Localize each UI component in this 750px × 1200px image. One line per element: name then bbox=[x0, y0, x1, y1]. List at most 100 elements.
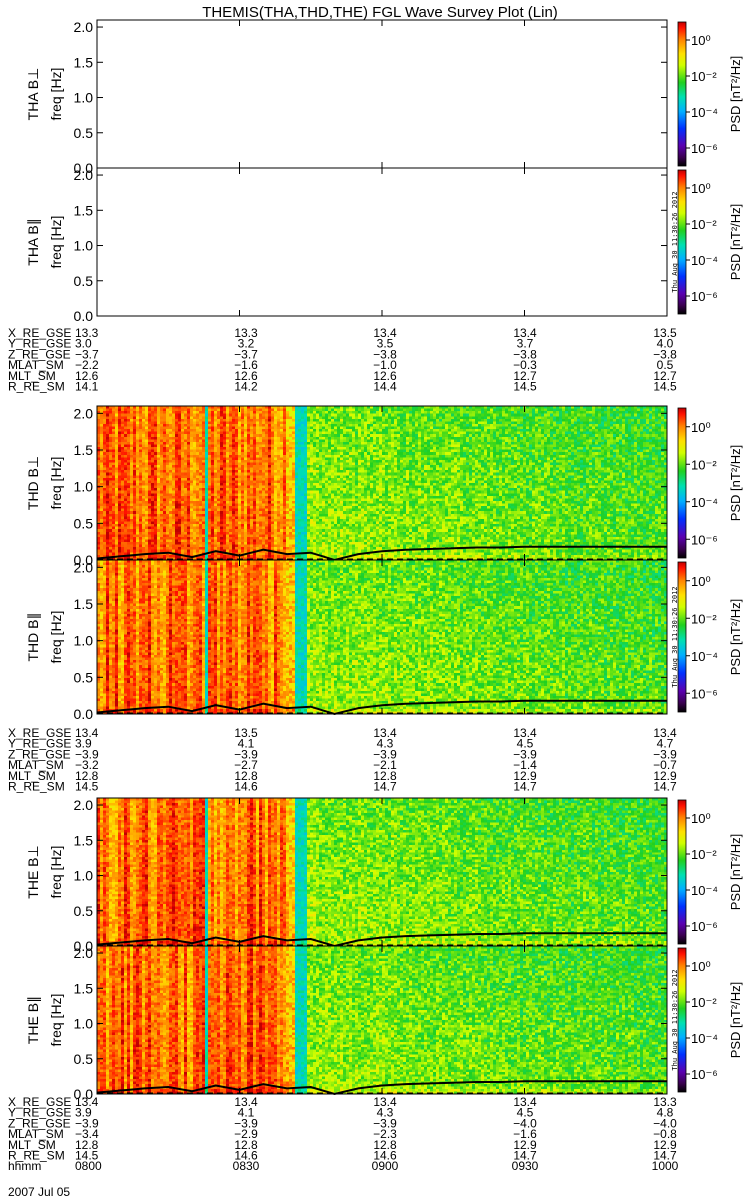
ephemeris-value: 3.0 bbox=[75, 337, 92, 351]
ephemeris-value: −0.7 bbox=[653, 758, 677, 772]
ephemeris-value: −2.3 bbox=[373, 1127, 397, 1141]
ephemeris-value: −4.0 bbox=[513, 1116, 537, 1130]
ephemeris-value: 12.9 bbox=[513, 1138, 537, 1152]
colorbar bbox=[677, 947, 687, 1093]
ephemeris-value: 14.6 bbox=[373, 1149, 397, 1163]
ephemeris-value: 14.4 bbox=[373, 380, 397, 394]
y-tick-label: 0.0 bbox=[74, 308, 94, 324]
ephemeris-value: −3.9 bbox=[513, 747, 537, 761]
colorbar-tick-label: 10⁻² bbox=[691, 69, 717, 84]
colorbar-tick-label: 10⁻⁶ bbox=[691, 532, 718, 547]
y-tick-label: 0.0 bbox=[74, 552, 94, 568]
colorbar-tick-label: 10⁰ bbox=[691, 33, 711, 48]
ephemeris-value: −2.1 bbox=[373, 758, 397, 772]
ephemeris-value: 13.4 bbox=[373, 726, 397, 740]
ephemeris-row-label: Z_RE_GSE bbox=[8, 347, 71, 361]
ephemeris-value: 3.5 bbox=[377, 337, 394, 351]
spectrogram-image bbox=[97, 560, 667, 714]
colorbar-tick-label: 10⁻² bbox=[691, 611, 717, 626]
ephemeris-value: 13.3 bbox=[75, 326, 99, 340]
colorbar-tick-label: 10⁰ bbox=[691, 959, 711, 974]
y-tick-label: 1.5 bbox=[74, 596, 94, 612]
ephemeris-row-label: Y_RE_GSE bbox=[8, 737, 71, 751]
ephemeris-row-label: X_RE_GSE bbox=[8, 726, 71, 740]
ephemeris-value: −3.9 bbox=[234, 1116, 258, 1130]
y-tick-label: 2.0 bbox=[74, 405, 94, 421]
date-label: 2007 Jul 05 bbox=[8, 1185, 70, 1199]
gyrofrequency-line bbox=[96, 1080, 667, 1096]
y-tick-label: 2.0 bbox=[74, 559, 94, 575]
y-axis-label: freq [Hz] bbox=[48, 846, 64, 899]
ephemeris-value: 4.3 bbox=[377, 1106, 394, 1120]
ephemeris-row-label: MLT_SM bbox=[8, 1138, 56, 1152]
gyrofrequency-line bbox=[96, 699, 667, 716]
panel-probe-label: THA B∥ bbox=[25, 218, 41, 265]
ephemeris-value: 14.7 bbox=[373, 780, 397, 794]
ephemeris-value: −1.6 bbox=[513, 1127, 537, 1141]
y-tick-label: 0.0 bbox=[74, 1086, 94, 1102]
y-tick-label: 2.0 bbox=[74, 797, 94, 813]
ephemeris-value: 4.5 bbox=[517, 1106, 534, 1120]
ephemeris-value: 1000 bbox=[652, 1159, 679, 1173]
ephemeris-value: 13.5 bbox=[234, 726, 258, 740]
colorbar-tick-label: 10⁻⁶ bbox=[691, 289, 718, 304]
ephemeris-value: 14.7 bbox=[653, 780, 677, 794]
ephemeris-value: −3.9 bbox=[653, 747, 677, 761]
y-tick-label: 0.5 bbox=[74, 669, 94, 685]
ephemeris-value: 12.8 bbox=[75, 1138, 99, 1152]
gyrofrequency-line bbox=[96, 932, 667, 948]
y-tick-label: 1.0 bbox=[74, 90, 94, 106]
ephemeris-value: 12.9 bbox=[513, 769, 537, 783]
ephemeris-value: 12.8 bbox=[234, 1138, 258, 1152]
y-tick-label: 0.5 bbox=[74, 515, 94, 531]
ephemeris-value: 14.5 bbox=[75, 780, 99, 794]
colorbar-tick-label: 10⁻⁴ bbox=[691, 1031, 718, 1046]
ephemeris-value: 0930 bbox=[512, 1159, 539, 1173]
colorbar-tick-label: 10⁻⁴ bbox=[691, 495, 718, 510]
ephemeris-value: 13.5 bbox=[653, 326, 677, 340]
colorbar-tick-label: 10⁻² bbox=[691, 217, 717, 232]
y-tick-label: 2.0 bbox=[74, 945, 94, 961]
ephemeris-value: 3.7 bbox=[517, 337, 534, 351]
ephemeris-value: 13.4 bbox=[513, 326, 537, 340]
ephemeris-value: 14.5 bbox=[75, 1149, 99, 1163]
ephemeris-row-label: Z_RE_GSE bbox=[8, 747, 71, 761]
colorbar-tick-label: 10⁻⁶ bbox=[691, 686, 718, 701]
ephemeris-value: 13.4 bbox=[653, 726, 677, 740]
ephemeris-value: 0830 bbox=[233, 1159, 260, 1173]
plot-timestamp: Thu Aug 30 11:30:26 2012 bbox=[671, 191, 679, 292]
y-tick-label: 1.5 bbox=[74, 832, 94, 848]
ephemeris-value: −3.9 bbox=[373, 1116, 397, 1130]
ephemeris-value: −1.4 bbox=[513, 758, 537, 772]
gyrofrequency-line bbox=[96, 545, 667, 562]
panel-probe-label: THD B⊥ bbox=[25, 456, 41, 510]
colorbar-tick-label: 10⁻² bbox=[691, 995, 717, 1010]
ephemeris-row-label: MLT_SM bbox=[8, 369, 56, 383]
y-axis-label: freq [Hz] bbox=[48, 994, 64, 1047]
ephemeris-row-label: MLT_SM bbox=[8, 769, 56, 783]
panel-frame bbox=[96, 167, 668, 317]
colorbar-tick-label: 10⁻⁶ bbox=[691, 919, 718, 934]
colorbar-tick-label: 10⁻⁴ bbox=[691, 883, 718, 898]
ephemeris-value: 14.7 bbox=[513, 780, 537, 794]
y-tick-label: 0.5 bbox=[74, 1051, 94, 1067]
ephemeris-value: 12.6 bbox=[373, 369, 397, 383]
colorbar bbox=[677, 169, 687, 315]
ephemeris-value: 12.8 bbox=[373, 769, 397, 783]
ephemeris-value: −2.2 bbox=[75, 358, 99, 372]
colorbar-tick-label: 10⁻⁴ bbox=[691, 649, 718, 664]
colorbar-label: PSD [nT²/Hz] bbox=[728, 445, 743, 522]
y-tick-label: 1.0 bbox=[74, 479, 94, 495]
ephemeris-value: 3.9 bbox=[75, 1106, 92, 1120]
ephemeris-value: 13.4 bbox=[75, 726, 99, 740]
ephemeris-value: 14.1 bbox=[75, 380, 99, 394]
ephemeris-value: −3.8 bbox=[373, 347, 397, 361]
y-tick-label: 1.5 bbox=[74, 54, 94, 70]
ephemeris-value: −3.8 bbox=[513, 347, 537, 361]
y-axis-label: freq [Hz] bbox=[48, 216, 64, 269]
ephemeris-row-label: MLAT_SM bbox=[8, 1127, 64, 1141]
colorbar-label: PSD [nT²/Hz] bbox=[728, 56, 743, 133]
y-tick-label: 1.5 bbox=[74, 980, 94, 996]
colorbar-label: PSD [nT²/Hz] bbox=[728, 599, 743, 676]
